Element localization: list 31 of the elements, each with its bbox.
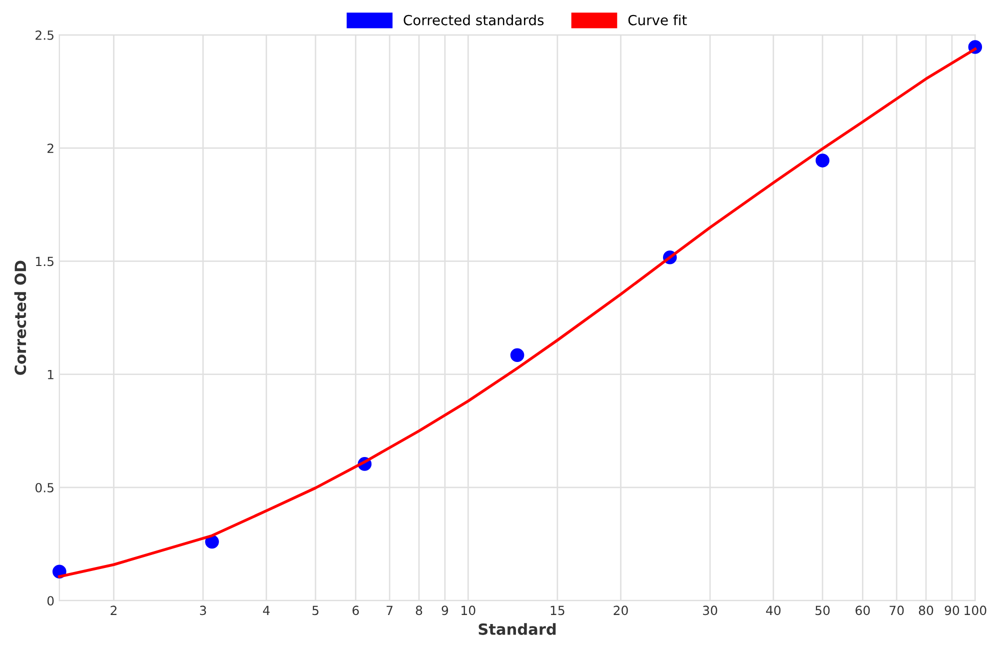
x-tick-label: 100 [964, 606, 986, 616]
x-tick-label: 6 [352, 606, 359, 616]
y-tick-label: 0 [47, 596, 54, 606]
x-tick-label: 9 [442, 606, 448, 616]
x-tick-label: 50 [816, 606, 830, 616]
x-axis-title: Standard [478, 623, 556, 635]
x-tick-label: 4 [263, 606, 270, 615]
y-tick-label: 2 [48, 144, 54, 153]
y-tick-label: 2.5 [36, 30, 54, 40]
x-tick-label: 3 [200, 606, 206, 616]
x-tick-label: 2 [110, 606, 116, 615]
legend-label: Curve fit [628, 14, 687, 26]
x-tick-label: 10 [462, 606, 476, 616]
x-tick-label: 15 [550, 606, 564, 616]
point [510, 348, 524, 362]
x-tick-label: 30 [703, 606, 718, 616]
x-tick-label: 70 [890, 606, 904, 616]
x-tick-label: 20 [614, 606, 628, 616]
x-tick-label: 40 [766, 606, 781, 616]
x-tick-label: 5 [312, 606, 318, 616]
y-tick-label: 1.5 [36, 256, 54, 266]
y-axis-title: Corrected OD [14, 260, 26, 375]
x-tick-label: 80 [918, 606, 934, 616]
x-tick-label: 60 [856, 606, 870, 616]
point [816, 154, 830, 168]
x-tick-label: 7 [386, 606, 393, 615]
legend-label: Corrected standards [404, 14, 544, 26]
y-tick-label: 1 [48, 370, 54, 380]
y-tick-label: 0.5 [35, 482, 54, 492]
x-tick-label: 90 [944, 606, 960, 616]
x-tick-label: 8 [416, 606, 422, 616]
